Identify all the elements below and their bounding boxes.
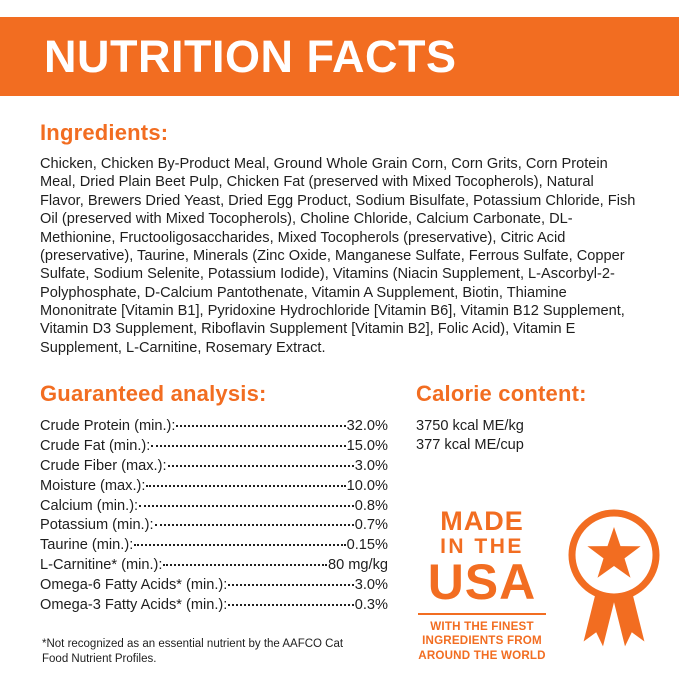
analysis-label: Calcium (min.): — [40, 497, 139, 514]
analysis-value: 80 mg/kg — [327, 557, 388, 574]
usa-subtext-line: AROUND THE WORLD — [418, 648, 546, 662]
analysis-label: Moisture (max.): — [40, 477, 146, 494]
analysis-row: L-Carnitine* (min.): 80 mg/kg — [40, 556, 388, 576]
analysis-row: Potassium (min.): 0.7% — [40, 516, 388, 536]
ingredients-text: Chicken, Chicken By-Product Meal, Ground… — [40, 156, 636, 356]
usa-subtext: WITH THE FINEST INGREDIENTS FROM AROUND … — [416, 620, 548, 663]
analysis-row: Moisture (max.): 10.0% — [40, 477, 388, 497]
analysis-value: 32.0% — [346, 418, 388, 435]
analysis-row: Omega-6 Fatty Acids* (min.): 3.0% — [40, 576, 388, 596]
page-title: NUTRITION FACTS — [44, 30, 457, 82]
analysis-label: L-Carnitine* (min.): — [40, 557, 163, 574]
analysis-label: Omega-6 Fatty Acids* (min.): — [40, 576, 228, 593]
made-in-usa-text: MADE IN THE USA WITH THE FINEST INGREDIE… — [416, 507, 548, 663]
calorie-section: Calorie content: 3750 kcal ME/kg 377 kca… — [388, 381, 670, 663]
analysis-label: Crude Protein (min.): — [40, 418, 176, 435]
usa-subtext-line: WITH THE FINEST — [430, 620, 534, 633]
footnote-text: *Not recognized as an essential nutrient… — [42, 638, 344, 666]
analysis-row: Taurine (min.): 0.15% — [40, 536, 388, 556]
analysis-row: Omega-3 Fatty Acids* (min.): 0.3% — [40, 596, 388, 616]
calorie-line: 377 kcal ME/cup — [416, 437, 524, 454]
analysis-row: Crude Fat (min.): 15.0% — [40, 437, 388, 457]
analysis-value: 0.15% — [346, 537, 388, 554]
usa-subtext-line: INGREDIENTS FROM — [422, 634, 542, 648]
analysis-value: 0.8% — [354, 497, 388, 514]
analysis-row: Crude Protein (min.): 32.0% — [40, 417, 388, 437]
ingredients-heading: Ingredients: — [40, 120, 169, 145]
usa-divider — [418, 613, 546, 615]
analysis-label: Potassium (min.): — [40, 517, 154, 534]
analysis-label: Crude Fiber (max.): — [40, 457, 167, 474]
made-text-line-1: MADE — [440, 506, 524, 537]
calorie-lines: 3750 kcal ME/kg 377 kcal ME/cup — [416, 417, 670, 455]
star-ribbon-icon — [558, 503, 670, 658]
analysis-value: 10.0% — [346, 477, 388, 494]
guaranteed-analysis-section: Guaranteed analysis: Crude Protein (min.… — [40, 381, 388, 663]
analysis-value: 0.3% — [354, 596, 388, 613]
made-in-usa-badge: MADE IN THE USA WITH THE FINEST INGREDIE… — [416, 507, 670, 663]
calorie-line: 3750 kcal ME/kg — [416, 418, 524, 435]
header-banner: NUTRITION FACTS — [0, 17, 679, 96]
made-text-line-3: USA — [427, 553, 537, 610]
lower-columns: Guaranteed analysis: Crude Protein (min.… — [40, 381, 660, 663]
ingredients-section: Ingredients: Chicken, Chicken By-Product… — [40, 120, 639, 357]
analysis-value: 3.0% — [354, 457, 388, 474]
analysis-value: 3.0% — [354, 576, 388, 593]
guaranteed-analysis-table: Crude Protein (min.): 32.0% Crude Fat (m… — [40, 417, 388, 615]
analysis-value: 0.7% — [354, 517, 388, 534]
analysis-row: Calcium (min.): 0.8% — [40, 497, 388, 517]
analysis-row: Crude Fiber (max.): 3.0% — [40, 457, 388, 477]
calorie-heading: Calorie content: — [416, 381, 587, 407]
analysis-label: Crude Fat (min.): — [40, 437, 151, 454]
guaranteed-analysis-heading: Guaranteed analysis: — [40, 381, 267, 407]
analysis-label: Omega-3 Fatty Acids* (min.): — [40, 596, 228, 613]
made-text-line-2: IN THE — [440, 535, 524, 559]
analysis-value: 15.0% — [346, 437, 388, 454]
analysis-label: Taurine (min.): — [40, 537, 134, 554]
